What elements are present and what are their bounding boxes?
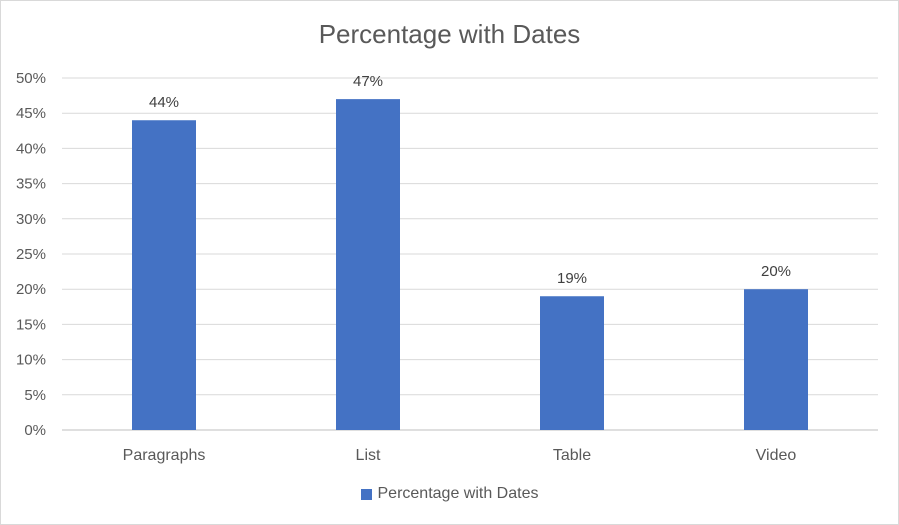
- x-tick-label: Table: [553, 447, 591, 464]
- y-tick-label: 10%: [16, 352, 46, 369]
- y-tick-label: 15%: [16, 316, 46, 333]
- x-tick-label: Paragraphs: [123, 447, 206, 464]
- legend-swatch: [360, 488, 372, 500]
- bar: [540, 296, 604, 430]
- y-tick-label: 30%: [16, 211, 46, 228]
- y-tick-label: 0%: [24, 422, 46, 439]
- bar: [744, 289, 808, 430]
- y-tick-label: 25%: [16, 246, 46, 263]
- chart-title: Percentage with Dates: [318, 19, 581, 49]
- y-tick-label: 5%: [24, 387, 46, 404]
- y-tick-label: 20%: [16, 281, 46, 298]
- x-tick-label: List: [356, 447, 381, 464]
- x-tick-label: Video: [756, 447, 797, 464]
- legend-label: Percentage with Dates: [377, 485, 539, 502]
- data-label: 47%: [353, 73, 383, 90]
- y-tick-label: 35%: [16, 176, 46, 193]
- legend: Percentage with Dates: [1, 485, 898, 503]
- bar: [336, 99, 400, 431]
- y-tick-label: 40%: [16, 140, 46, 157]
- data-label: 19%: [557, 270, 587, 287]
- y-tick-label: 50%: [16, 70, 46, 87]
- bar: [132, 120, 196, 431]
- y-tick-label: 45%: [16, 105, 46, 122]
- data-label: 20%: [761, 263, 791, 280]
- data-label: 44%: [149, 94, 179, 111]
